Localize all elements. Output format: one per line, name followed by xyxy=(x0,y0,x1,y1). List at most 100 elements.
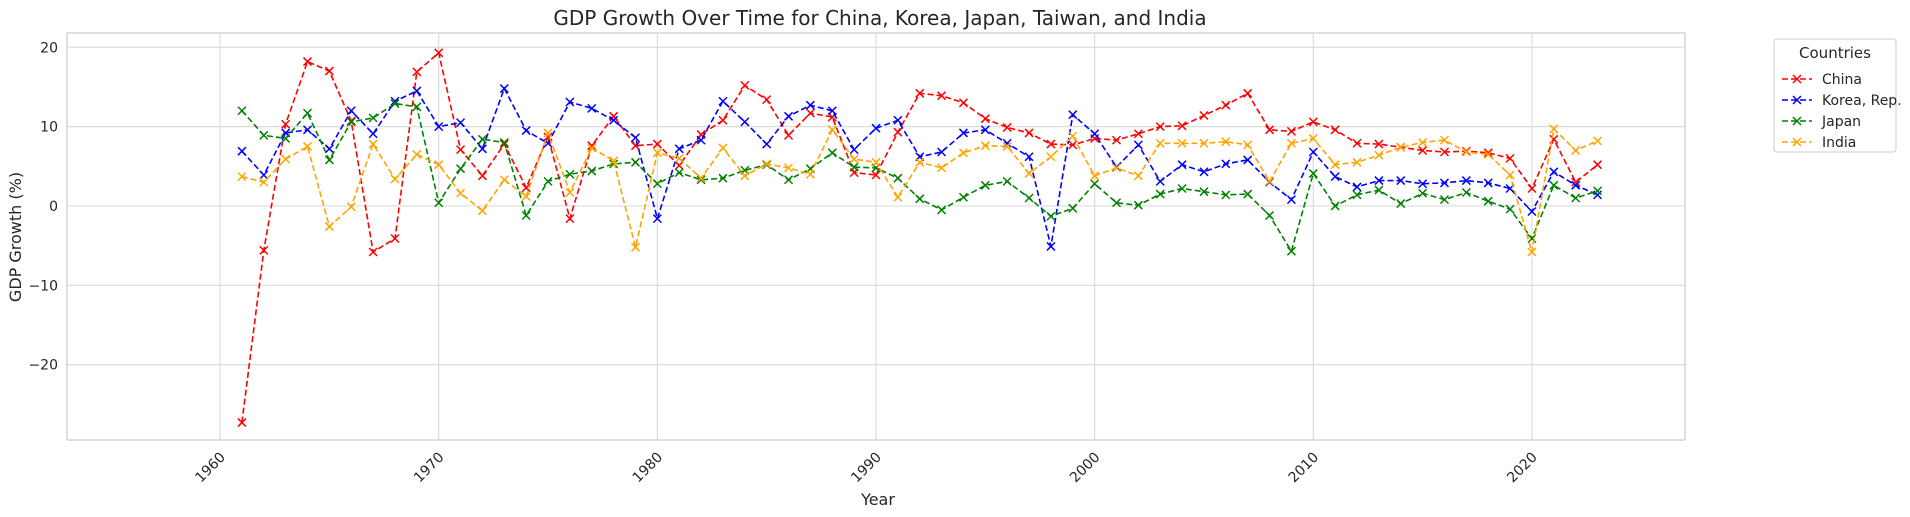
data-point xyxy=(1111,135,1122,145)
data-point xyxy=(1177,183,1187,194)
x-axis-label: Year xyxy=(860,490,895,509)
data-point xyxy=(1308,168,1318,178)
data-point xyxy=(696,135,706,145)
data-point xyxy=(893,127,903,137)
legend-item-china: China xyxy=(1782,72,1862,88)
series-line-korea-rep xyxy=(241,86,1598,247)
data-point xyxy=(609,115,619,125)
data-point xyxy=(718,173,728,183)
data-point xyxy=(1308,133,1318,144)
data-point xyxy=(1046,241,1056,251)
x-tick-label: 1960 xyxy=(192,450,229,487)
data-point xyxy=(1286,195,1296,205)
data-point xyxy=(784,111,794,121)
data-point xyxy=(1483,178,1493,188)
data-point xyxy=(412,149,422,159)
data-point xyxy=(1461,147,1471,157)
data-point xyxy=(1352,138,1362,148)
legend-label: India xyxy=(1822,135,1856,151)
data-point xyxy=(281,119,291,129)
data-point xyxy=(565,97,575,107)
data-point xyxy=(587,141,597,151)
data-point xyxy=(652,214,662,224)
data-point xyxy=(609,156,619,166)
data-point xyxy=(652,139,662,149)
data-point xyxy=(1024,128,1034,138)
data-point xyxy=(718,143,728,153)
data-point xyxy=(1024,152,1034,162)
data-point xyxy=(827,148,837,158)
data-point xyxy=(1024,168,1034,178)
data-point xyxy=(1505,204,1515,214)
data-point xyxy=(1046,139,1056,149)
data-point xyxy=(718,115,728,125)
data-point xyxy=(980,180,990,190)
data-point xyxy=(456,164,466,174)
data-point xyxy=(1243,189,1253,199)
data-point xyxy=(630,157,641,167)
data-point xyxy=(587,166,597,176)
data-point xyxy=(1571,193,1581,203)
series-korea-rep xyxy=(237,84,1603,251)
data-point xyxy=(1090,129,1100,139)
data-point xyxy=(1396,176,1406,186)
y-tick-label: 20 xyxy=(40,40,58,56)
data-point xyxy=(1549,124,1559,134)
legend-label: Korea, Rep. xyxy=(1822,93,1902,109)
legend-marker xyxy=(1792,137,1802,147)
data-point xyxy=(762,139,772,149)
legend-item-korea-rep: Korea, Rep. xyxy=(1782,93,1902,109)
data-point xyxy=(1002,122,1012,132)
x-axis-ticks: 1960 1970 1980 1990 2000 2010 2020 xyxy=(192,450,1540,487)
data-point xyxy=(543,128,553,138)
data-point xyxy=(324,144,334,154)
data-point xyxy=(1177,138,1187,148)
legend-title: Countries xyxy=(1799,44,1871,62)
series-layer xyxy=(237,48,1603,428)
data-point xyxy=(1286,138,1296,148)
data-point xyxy=(521,126,531,136)
data-point xyxy=(805,169,815,179)
data-point xyxy=(1330,160,1340,170)
data-point xyxy=(1308,117,1318,127)
data-point xyxy=(915,194,925,204)
data-point xyxy=(456,118,466,128)
data-point xyxy=(1439,178,1450,188)
data-point xyxy=(1571,145,1581,155)
data-point xyxy=(1571,177,1581,187)
data-point xyxy=(1133,140,1143,150)
data-point xyxy=(412,67,422,77)
legend-marker xyxy=(1792,116,1802,126)
data-point xyxy=(1133,200,1143,210)
data-point xyxy=(849,162,859,172)
data-point xyxy=(674,168,684,178)
data-point xyxy=(871,170,881,180)
data-point xyxy=(521,183,531,193)
data-point xyxy=(499,175,509,185)
data-point xyxy=(827,125,837,135)
data-point xyxy=(1155,138,1165,148)
data-point xyxy=(1068,131,1078,141)
data-point xyxy=(456,145,466,155)
data-point xyxy=(1330,125,1340,135)
data-point xyxy=(281,154,291,164)
data-point xyxy=(784,175,794,185)
data-point xyxy=(1439,135,1450,145)
data-point xyxy=(674,144,684,154)
data-point xyxy=(1439,147,1450,157)
data-point xyxy=(1527,206,1537,217)
data-point xyxy=(324,155,334,165)
data-point xyxy=(1505,153,1515,163)
data-point xyxy=(958,128,968,138)
data-point xyxy=(1243,140,1253,150)
data-point xyxy=(1090,179,1100,189)
data-point xyxy=(499,137,509,148)
y-axis-label: GDP Growth (%) xyxy=(6,172,25,302)
data-point xyxy=(1483,148,1493,158)
data-point xyxy=(674,153,684,163)
data-point xyxy=(937,163,947,173)
data-point xyxy=(477,171,487,181)
data-point xyxy=(1505,170,1515,180)
data-point xyxy=(346,202,356,212)
data-point xyxy=(237,106,247,116)
